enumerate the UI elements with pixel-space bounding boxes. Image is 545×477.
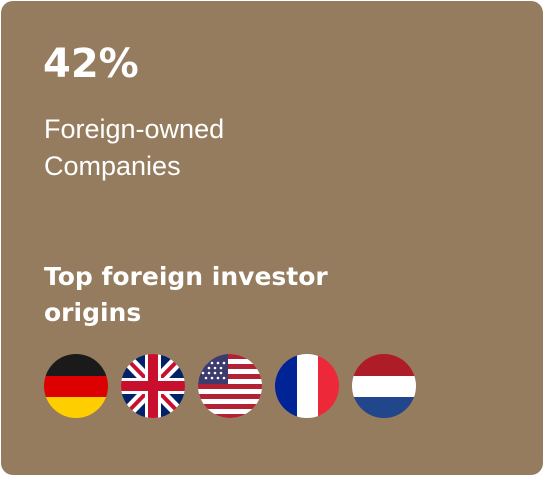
flag-germany [44, 354, 108, 418]
section-heading: Top foreign investor origins [44, 259, 328, 331]
flag-netherlands [352, 354, 416, 418]
stat-label: Foreign-owned Companies [44, 111, 224, 185]
flag-france [275, 354, 339, 418]
heading-line: Top foreign investor [44, 262, 328, 291]
stat-label-line: Foreign-owned [44, 114, 225, 144]
flag-row [44, 354, 416, 418]
heading-line: origins [44, 298, 142, 327]
stat-value: 42% [43, 41, 139, 87]
stat-label-line: Companies [44, 151, 181, 181]
flag-usa [198, 354, 262, 418]
flag-uk [121, 354, 185, 418]
